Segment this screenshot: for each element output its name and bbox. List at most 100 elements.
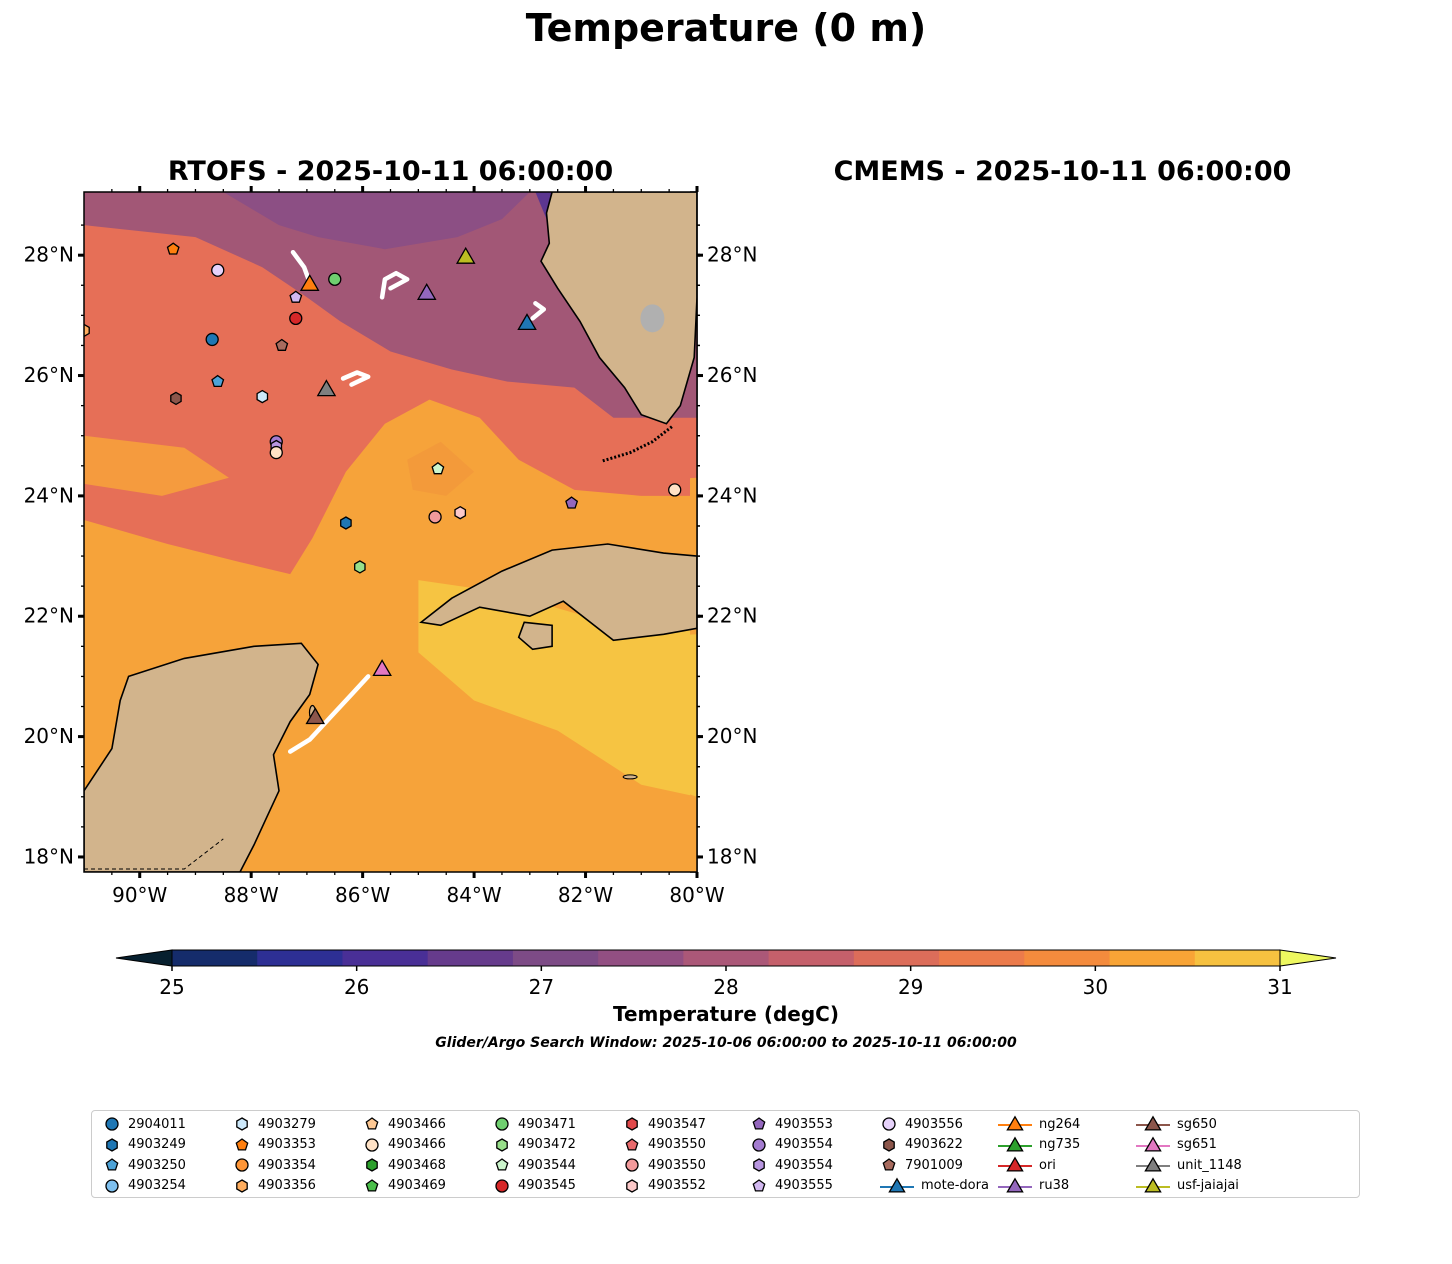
legend-marker <box>888 1177 906 1193</box>
legend-item: 4903554 <box>749 1155 833 1175</box>
legend-label: unit_1148 <box>1177 1157 1242 1173</box>
lat-tick-label: 28°N <box>24 243 74 267</box>
legend-item: 4903554 <box>749 1135 833 1155</box>
marker-mote-dora <box>517 313 537 331</box>
lon-tick-label: 88°W <box>224 883 279 907</box>
legend-marker <box>365 1117 379 1130</box>
legend-item: 4903550 <box>622 1135 706 1155</box>
legend-marker <box>1144 1156 1162 1172</box>
colorbar-segment <box>342 950 429 966</box>
legend-marker <box>625 1137 639 1151</box>
marker-4903553 <box>565 496 579 509</box>
legend-label: sg650 <box>1177 1116 1217 1132</box>
legend-marker <box>752 1178 766 1192</box>
legend-item: 4903249 <box>102 1135 186 1155</box>
glider-track <box>530 301 547 321</box>
lat-tick-label: 22°N <box>24 604 74 628</box>
marker-ru38 <box>416 282 437 300</box>
marker-4903356 <box>84 323 90 338</box>
cmems-map-title: CMEMS - 2025-10-11 06:00:00 <box>833 156 1292 187</box>
colorbar-segment <box>427 950 514 966</box>
legend-item: 4903472 <box>492 1135 576 1155</box>
lat-tick-label: 18°N <box>707 844 757 868</box>
legend-item: ng264 <box>997 1114 1080 1134</box>
legend-label: 7901009 <box>905 1157 963 1173</box>
legend-marker <box>625 1158 639 1172</box>
glider-track <box>340 370 371 387</box>
legend-label: 4903556 <box>905 1116 963 1132</box>
marker-4903353 <box>166 242 180 255</box>
legend-item: 4903555 <box>749 1176 833 1196</box>
legend-marker <box>106 1137 118 1152</box>
legend-item: 4903254 <box>102 1176 186 1196</box>
rtofs-map-panel: 90°W 88°W 86°W 84°W 82°W 80°W 28°N 26°N 24°N 22°N… <box>24 186 700 907</box>
temperature-colorbar: 25 26 27 28 29 30 31 <box>115 949 1337 999</box>
legend-marker <box>365 1137 379 1152</box>
legend-label: ru38 <box>1039 1178 1070 1193</box>
colorbar-segment <box>598 950 684 966</box>
colorbar-segment <box>257 950 343 966</box>
marker-ng264 <box>299 274 320 291</box>
colorbar-segment <box>512 950 599 966</box>
legend-item: 4903466 <box>362 1114 446 1134</box>
legend-label: 4903552 <box>648 1178 706 1193</box>
colorbar-label: Temperature (degC) <box>613 1002 839 1026</box>
lat-tick-label: 20°N <box>707 724 757 748</box>
legend-label: 4903254 <box>128 1178 186 1193</box>
legend-marker <box>883 1137 895 1152</box>
legend-marker <box>365 1178 379 1192</box>
legend-item: 4903471 <box>492 1114 576 1134</box>
map-field <box>84 192 697 872</box>
legend-label: 4903466 <box>388 1116 446 1132</box>
cmems-map-panel: 90°W88°W86°W84°W82°W80°W28°N26°N24°N22°N… <box>690 186 757 907</box>
legend-marker <box>753 1158 765 1172</box>
colorbar-segment <box>1109 950 1196 966</box>
glider-track <box>287 674 371 754</box>
legend-label: 4903250 <box>128 1157 186 1173</box>
lat-tick-label: 26°N <box>24 363 74 387</box>
lon-tick-label: 82°W <box>558 883 613 907</box>
marker-7901009 <box>275 338 289 351</box>
legend-label: 4903550 <box>648 1157 706 1173</box>
legend-marker <box>105 1117 119 1131</box>
legend-item: 4903544 <box>492 1155 576 1175</box>
legend-label: 4903622 <box>905 1137 963 1152</box>
legend-marker <box>882 1117 896 1131</box>
colorbar-segment <box>1194 950 1281 966</box>
legend-label: 4903544 <box>518 1157 576 1173</box>
legend-marker <box>1144 1177 1162 1193</box>
marker-4903250 <box>211 374 225 388</box>
legend-item: 4903622 <box>879 1135 963 1155</box>
legend-item: sg651 <box>1135 1135 1217 1155</box>
yucatan-land <box>84 642 319 872</box>
marker-sg650 <box>305 707 326 725</box>
lon-tick-label: 84°W <box>446 883 501 907</box>
marker-4903279 <box>256 389 269 404</box>
legend-item: 4903356 <box>232 1176 316 1196</box>
lat-tick-label: 24°N <box>707 483 757 507</box>
marker-4903472 <box>354 560 366 574</box>
legend-item: 4903545 <box>492 1176 576 1196</box>
cuba-land <box>690 554 697 631</box>
legend-label: sg651 <box>1177 1137 1217 1152</box>
legend-marker <box>236 1178 248 1193</box>
marker-4903622 <box>170 391 182 406</box>
marker-4903552 <box>454 505 467 520</box>
colorbar-tick-label: 31 <box>1267 975 1292 999</box>
marker-4903249 <box>340 516 352 530</box>
legend-marker <box>366 1158 378 1172</box>
legend-label: 4903353 <box>258 1137 316 1152</box>
legend-item: 4903469 <box>362 1176 446 1196</box>
marker-unit_1148 <box>316 379 337 397</box>
lat-tick-label: 26°N <box>707 363 757 387</box>
legend-label: 4903554 <box>775 1137 833 1152</box>
colorbar-segment <box>768 950 855 966</box>
map-frame <box>690 191 698 873</box>
legend-label: 4903471 <box>518 1116 576 1132</box>
legend-marker <box>752 1137 766 1152</box>
marker-sg651 <box>372 659 392 677</box>
marker-4903556 <box>211 263 225 277</box>
legend-marker <box>752 1117 766 1130</box>
marker-4903471 <box>328 272 342 286</box>
legend-item: 7901009 <box>879 1155 963 1175</box>
